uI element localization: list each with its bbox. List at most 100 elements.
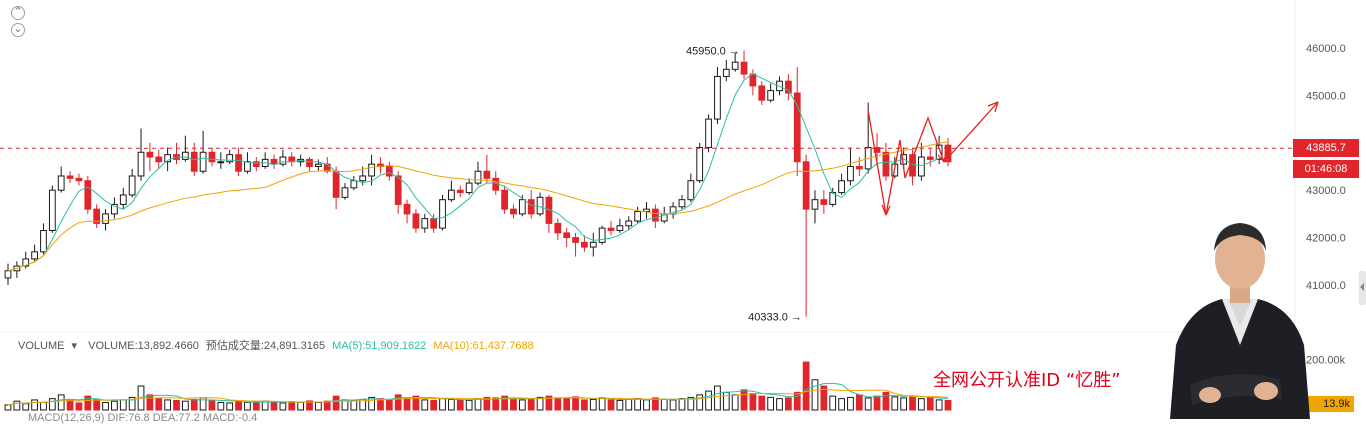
promo-text: 全网公开认准ID “忆胜” bbox=[933, 370, 1121, 391]
volume-bar bbox=[111, 400, 118, 411]
volume-bar bbox=[651, 397, 659, 411]
candle-body bbox=[536, 196, 544, 215]
volume-bar bbox=[226, 402, 234, 411]
volume-bar bbox=[510, 398, 517, 411]
scroll-handle[interactable] bbox=[1359, 271, 1366, 305]
volume-bar bbox=[368, 396, 375, 411]
candle-body bbox=[394, 175, 402, 205]
candle-body bbox=[146, 151, 154, 158]
volume-bar bbox=[536, 396, 544, 411]
volume-bar bbox=[332, 395, 340, 411]
candle-body bbox=[412, 213, 420, 229]
volume-bar bbox=[474, 398, 482, 411]
collapse-up-icon[interactable]: ⌃ bbox=[11, 6, 25, 20]
candle-body bbox=[306, 158, 313, 167]
volume-bar bbox=[891, 396, 899, 411]
candle-body bbox=[563, 232, 571, 239]
ma-fast-line bbox=[7, 73, 949, 272]
candle-body bbox=[66, 175, 74, 179]
candle-body bbox=[439, 199, 446, 229]
volume-bar bbox=[40, 401, 47, 411]
candle-body bbox=[190, 151, 198, 172]
candle-body bbox=[581, 241, 588, 248]
candle-body bbox=[403, 203, 411, 215]
candle-body bbox=[598, 227, 606, 243]
volume-bar bbox=[66, 399, 74, 411]
volume-bar bbox=[350, 399, 358, 411]
volume-bar bbox=[705, 390, 712, 411]
candle-body bbox=[314, 163, 322, 168]
volume-bar bbox=[616, 399, 624, 411]
collapse-down-icon[interactable]: ⌄ bbox=[11, 23, 25, 37]
volume-bar bbox=[581, 399, 588, 411]
volume-bar bbox=[811, 379, 819, 411]
candle-body bbox=[501, 189, 508, 210]
candle-body bbox=[643, 208, 650, 213]
candle-body bbox=[155, 156, 163, 163]
volume-ma10-line bbox=[7, 388, 949, 406]
estimated-volume: 预估成交量:24,891.3165 bbox=[205, 340, 326, 352]
volume-bar bbox=[93, 398, 101, 411]
candle-body bbox=[48, 189, 56, 231]
candle-body bbox=[740, 61, 748, 75]
candle-body bbox=[4, 270, 12, 279]
volume-ma10: MA(10):61,437.7688 bbox=[433, 340, 534, 352]
candle-body bbox=[332, 170, 340, 198]
candle-body bbox=[350, 180, 358, 189]
volume-bar bbox=[146, 394, 154, 411]
candle-body bbox=[22, 258, 30, 267]
candle-body bbox=[57, 175, 65, 191]
candle-body bbox=[368, 163, 375, 177]
volume-bar bbox=[900, 397, 908, 411]
candle-body bbox=[527, 199, 535, 215]
volume-legend: VOLUME ▾ VOLUME:13,892.4660 预估成交量:24,891… bbox=[18, 337, 538, 353]
volume-bar bbox=[722, 391, 730, 411]
ma-slow-line bbox=[7, 141, 949, 272]
volume-toggle[interactable]: VOLUME ▾ bbox=[18, 340, 78, 352]
candle-body bbox=[616, 225, 624, 231]
volume-bar bbox=[288, 401, 296, 411]
candle-body bbox=[456, 189, 464, 194]
volume-bar bbox=[731, 394, 739, 411]
volume-bar bbox=[421, 399, 429, 411]
volume-bar bbox=[873, 395, 881, 411]
low-label: 40333.0 → bbox=[748, 312, 802, 324]
volume-bar bbox=[75, 402, 83, 411]
candle-body bbox=[341, 187, 349, 198]
candle-body bbox=[518, 199, 526, 215]
volume-bar bbox=[483, 396, 491, 411]
volume-bar bbox=[563, 398, 571, 411]
candle-body bbox=[111, 203, 118, 215]
volume-bar bbox=[155, 398, 163, 411]
candle-body bbox=[758, 85, 766, 101]
volume-bar bbox=[164, 399, 172, 411]
volume-bar bbox=[855, 394, 863, 411]
volume-bar bbox=[173, 399, 180, 411]
volume-bar bbox=[909, 395, 916, 411]
volume-bar bbox=[882, 391, 890, 411]
volume-bar bbox=[217, 401, 225, 411]
price-tick-label: 43000.0 bbox=[1306, 185, 1346, 197]
candle-body bbox=[119, 194, 127, 205]
arrow-head bbox=[937, 151, 947, 163]
volume-ma5: MA(5):51,909.1622 bbox=[332, 340, 427, 352]
volume-bar bbox=[598, 397, 606, 411]
volume-bar bbox=[696, 394, 704, 411]
volume-bar bbox=[119, 399, 127, 411]
volume-bar bbox=[31, 399, 38, 411]
candle-body bbox=[607, 227, 615, 231]
volume-bar bbox=[758, 395, 766, 411]
chevron-down-icon[interactable]: ▾ bbox=[71, 340, 78, 352]
candle-body bbox=[767, 90, 775, 101]
countdown-tag: 01:46:08 bbox=[1293, 160, 1359, 178]
candle-body bbox=[359, 175, 367, 182]
high-label: 45950.0 → bbox=[686, 45, 740, 57]
candle-body bbox=[31, 251, 38, 260]
candle-body bbox=[802, 161, 810, 210]
candle-body bbox=[483, 170, 491, 179]
candle-body bbox=[208, 151, 216, 163]
volume-bar bbox=[306, 400, 313, 411]
arrow-head bbox=[881, 204, 891, 216]
